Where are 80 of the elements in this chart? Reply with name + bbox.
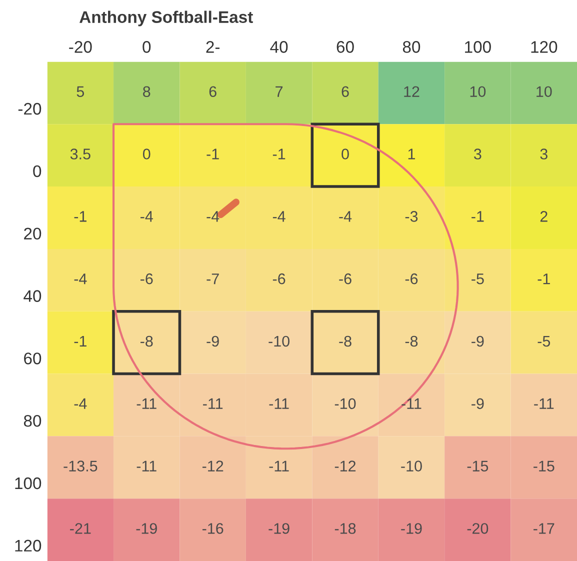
data-label: -4: [74, 274, 87, 284]
x-tick-label: 60: [336, 41, 354, 53]
data-label: 3.5: [70, 148, 90, 160]
x-tick-label: 40: [270, 41, 288, 53]
data-label: -1: [74, 211, 86, 222]
data-label: -19: [136, 523, 157, 534]
data-label: 6: [209, 86, 216, 98]
data-label: -11: [136, 398, 156, 409]
data-label: 10: [470, 86, 486, 98]
data-label: -3: [405, 211, 418, 222]
data-label: -1: [74, 336, 86, 347]
y-tick-label: 0: [33, 165, 42, 178]
data-label: -19: [268, 523, 290, 534]
x-tick-label: 2-: [206, 41, 220, 53]
data-label: -4: [339, 211, 352, 222]
data-label: -10: [334, 398, 356, 410]
data-label: -9: [472, 398, 484, 410]
data-label: -17: [534, 523, 554, 534]
data-label: -4: [74, 398, 87, 409]
data-label: -15: [534, 460, 554, 472]
x-tick-label: 80: [402, 41, 420, 53]
data-label: -1: [538, 274, 550, 284]
data-label: 1: [408, 148, 415, 160]
data-label: -1: [472, 211, 484, 222]
data-label: 2: [540, 211, 548, 222]
x-tick-label: 0: [142, 41, 151, 53]
data-label: -5: [538, 336, 550, 347]
data-label: 6: [342, 86, 349, 98]
data-label: -4: [140, 211, 153, 222]
data-label: -11: [534, 398, 554, 409]
y-tick-label: 40: [24, 290, 42, 302]
data-label: -10: [401, 460, 422, 472]
data-label: -18: [334, 523, 356, 534]
data-label: -12: [202, 460, 224, 472]
data-label: 5: [76, 86, 84, 98]
data-label: 3: [540, 148, 548, 160]
data-label: -1: [272, 148, 286, 160]
data-label: -9: [206, 336, 219, 347]
data-label: -5: [472, 274, 484, 284]
data-label: -6: [405, 273, 418, 284]
data-label: -8: [140, 336, 153, 347]
data-label: -6: [339, 273, 352, 284]
data-label: -16: [202, 523, 224, 534]
data-label: 12: [404, 86, 420, 97]
y-tick-label: 100: [15, 477, 42, 490]
data-label: -1: [206, 148, 219, 160]
data-label: 0: [342, 148, 349, 160]
x-tick-label: 100: [465, 41, 491, 53]
data-label: -12: [334, 460, 356, 472]
data-label: -8: [405, 336, 418, 347]
data-label: -11: [136, 460, 156, 472]
data-label: -11: [269, 398, 289, 409]
data-label: -4: [272, 211, 286, 222]
data-label: 0: [142, 148, 150, 160]
data-label: -7: [206, 274, 219, 284]
y-tick-label: 120: [15, 540, 42, 552]
chart-title: Anthony Softball-East: [80, 10, 253, 26]
data-label: -4: [206, 211, 220, 222]
data-label: -15: [467, 460, 488, 472]
data-label: -11: [269, 460, 289, 472]
data-label: -6: [140, 273, 153, 284]
data-label: 8: [143, 86, 150, 98]
data-label: 3: [474, 148, 482, 160]
y-tick-label: 80: [24, 414, 42, 427]
data-label: 10: [536, 86, 552, 98]
data-label: -9: [472, 336, 484, 347]
x-tick-label: 120: [531, 41, 558, 53]
data-label: 7: [276, 86, 283, 97]
y-tick-label: 20: [24, 228, 42, 240]
y-tick-label: -20: [18, 102, 42, 115]
y-tick-label: 60: [24, 352, 42, 364]
data-label: -11: [203, 398, 223, 409]
data-label: -6: [272, 273, 286, 284]
x-tick-label: -20: [69, 41, 92, 53]
data-label: -20: [467, 523, 488, 534]
data-label: -8: [339, 336, 352, 347]
data-label: -10: [268, 336, 290, 347]
data-label: -13.5: [64, 460, 98, 472]
data-label: -19: [401, 523, 422, 534]
data-label: -21: [70, 523, 91, 534]
